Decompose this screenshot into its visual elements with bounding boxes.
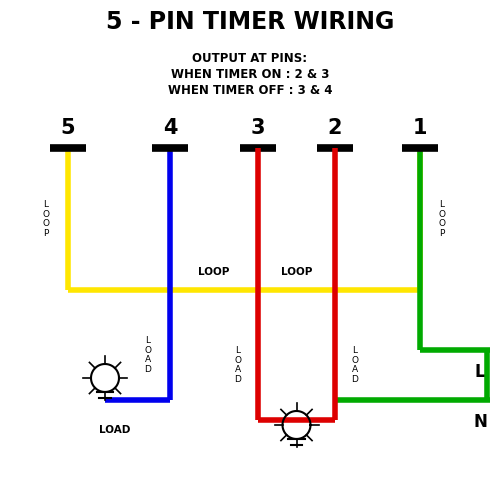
Text: L
O
O
P: L O O P <box>42 200 50 238</box>
Text: 3: 3 <box>251 118 265 138</box>
Text: N: N <box>473 413 487 431</box>
Text: WHEN TIMER ON : 2 & 3: WHEN TIMER ON : 2 & 3 <box>171 68 329 80</box>
Text: 5: 5 <box>60 118 76 138</box>
Text: LOOP: LOOP <box>198 267 230 277</box>
Text: 4: 4 <box>163 118 177 138</box>
Text: 5 - PIN TIMER WIRING: 5 - PIN TIMER WIRING <box>106 10 394 34</box>
Text: 1: 1 <box>413 118 427 138</box>
Text: L
O
A
D: L O A D <box>144 336 152 374</box>
Text: WHEN TIMER OFF : 3 & 4: WHEN TIMER OFF : 3 & 4 <box>168 84 332 96</box>
Text: LOAD: LOAD <box>100 425 130 435</box>
Text: L
O
A
D: L O A D <box>352 346 358 384</box>
Text: LOOP: LOOP <box>281 267 312 277</box>
Text: OUTPUT AT PINS:: OUTPUT AT PINS: <box>192 52 308 64</box>
Text: L
O
A
D: L O A D <box>234 346 242 384</box>
Text: L
O
O
P: L O O P <box>438 200 446 238</box>
Text: 2: 2 <box>328 118 342 138</box>
Text: L: L <box>474 363 486 381</box>
